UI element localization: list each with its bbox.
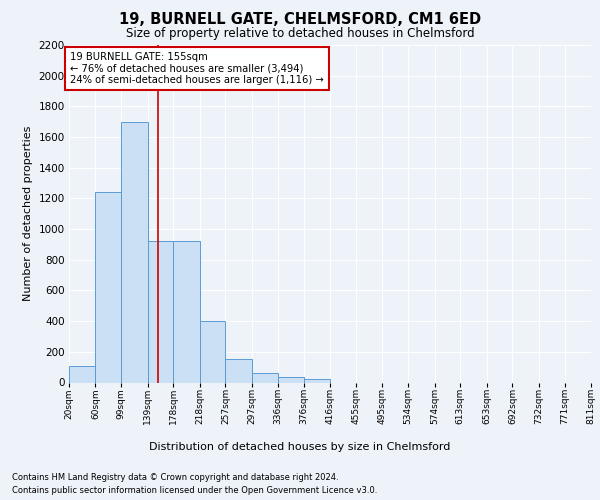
Text: Distribution of detached houses by size in Chelmsford: Distribution of detached houses by size … (149, 442, 451, 452)
Bar (226, 360, 252, 382)
Bar (69, 366, 95, 382)
Bar (95, 192, 121, 382)
Text: 19, BURNELL GATE, CHELMSFORD, CM1 6ED: 19, BURNELL GATE, CHELMSFORD, CM1 6ED (119, 12, 481, 28)
Text: Size of property relative to detached houses in Chelmsford: Size of property relative to detached ho… (125, 28, 475, 40)
Text: Contains public sector information licensed under the Open Government Licence v3: Contains public sector information licen… (12, 486, 377, 495)
Bar (304, 378, 331, 382)
Text: 19 BURNELL GATE: 155sqm
← 76% of detached houses are smaller (3,494)
24% of semi: 19 BURNELL GATE: 155sqm ← 76% of detache… (70, 52, 324, 85)
Bar (148, 242, 173, 382)
Bar (121, 122, 148, 382)
Bar (173, 242, 200, 382)
Bar (278, 377, 304, 382)
Text: Contains HM Land Registry data © Crown copyright and database right 2024.: Contains HM Land Registry data © Crown c… (12, 472, 338, 482)
Bar (252, 372, 278, 382)
Y-axis label: Number of detached properties: Number of detached properties (23, 126, 33, 302)
Bar (200, 321, 226, 382)
